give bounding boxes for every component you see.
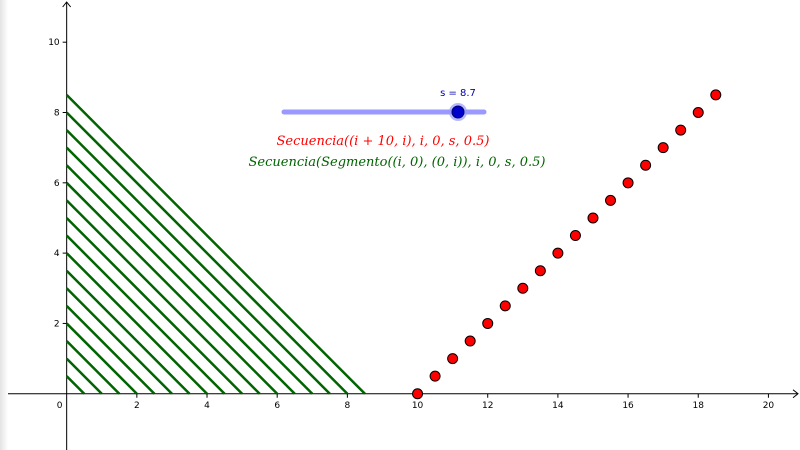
x-tick-label: 6: [274, 401, 280, 411]
segment[interactable]: [65, 111, 349, 395]
y-tick-label: 4: [54, 249, 60, 259]
y-tick-label: 10: [48, 38, 60, 48]
segment[interactable]: [65, 340, 121, 395]
slider-knob[interactable]: [451, 105, 465, 119]
axis-ticks: 0 2 4 6 8 10 12 14 16 18 20 2 4 6 8 10: [48, 38, 774, 411]
segment[interactable]: [65, 199, 261, 395]
formula-points-label[interactable]: Secuencia((i + 10, i), i, 0, s, 0.5): [277, 134, 490, 149]
data-point[interactable]: [692, 107, 704, 118]
slider-caption: s = 8.7: [440, 88, 476, 99]
x-tick-label: 20: [763, 401, 775, 411]
segment[interactable]: [65, 234, 226, 395]
window-left-edge: [0, 0, 8, 450]
data-point[interactable]: [499, 300, 511, 312]
data-point[interactable]: [552, 247, 564, 259]
data-point[interactable]: [569, 230, 581, 242]
segment[interactable]: [65, 94, 366, 395]
x-tick-label: 14: [552, 401, 564, 411]
segment[interactable]: [65, 304, 156, 395]
axes: [8, 1, 799, 450]
data-point[interactable]: [640, 159, 652, 171]
point-sequence[interactable]: [412, 89, 722, 400]
data-point[interactable]: [534, 265, 546, 277]
x-tick-label: 18: [693, 401, 705, 411]
x-axis-arrow: [792, 389, 799, 399]
segment[interactable]: [65, 129, 331, 395]
data-point[interactable]: [587, 212, 599, 224]
data-point[interactable]: [622, 177, 634, 189]
segment[interactable]: [65, 164, 296, 395]
segment[interactable]: [65, 181, 279, 395]
segment[interactable]: [65, 287, 173, 395]
segment-sequence[interactable]: [65, 94, 366, 395]
x-tick-label: 10: [412, 401, 424, 411]
data-point[interactable]: [710, 89, 722, 101]
data-point[interactable]: [605, 194, 617, 206]
formula-labels: Secuencia((i + 10, i), i, 0, s, 0.5) Sec…: [249, 134, 546, 170]
x-tick-label: 16: [622, 401, 634, 411]
data-point[interactable]: [464, 335, 476, 347]
x-tick-label: 4: [204, 401, 210, 411]
y-axis-arrow: [62, 1, 72, 8]
segment[interactable]: [65, 146, 314, 395]
segment[interactable]: [65, 269, 191, 395]
segment[interactable]: [65, 357, 103, 395]
segment[interactable]: [65, 322, 138, 395]
segment[interactable]: [65, 252, 208, 395]
data-point[interactable]: [657, 142, 669, 154]
data-point[interactable]: [447, 353, 459, 365]
data-point[interactable]: [517, 282, 529, 294]
data-point[interactable]: [482, 317, 494, 329]
x-tick-label: 0: [57, 401, 63, 411]
data-point[interactable]: [412, 388, 424, 400]
x-tick-label: 12: [482, 401, 493, 411]
formula-segments-label[interactable]: Secuencia(Segmento((i, 0), (0, i)), i, 0…: [249, 155, 546, 170]
segment[interactable]: [65, 375, 86, 395]
y-tick-label: 8: [54, 109, 60, 119]
segment[interactable]: [65, 217, 243, 395]
y-tick-label: 2: [54, 319, 60, 329]
data-point[interactable]: [429, 370, 441, 382]
x-tick-label: 2: [134, 401, 140, 411]
y-tick-label: 6: [54, 179, 60, 189]
data-point[interactable]: [675, 124, 687, 136]
x-tick-label: 8: [345, 401, 351, 411]
slider-s[interactable]: s = 8.7: [281, 88, 487, 121]
